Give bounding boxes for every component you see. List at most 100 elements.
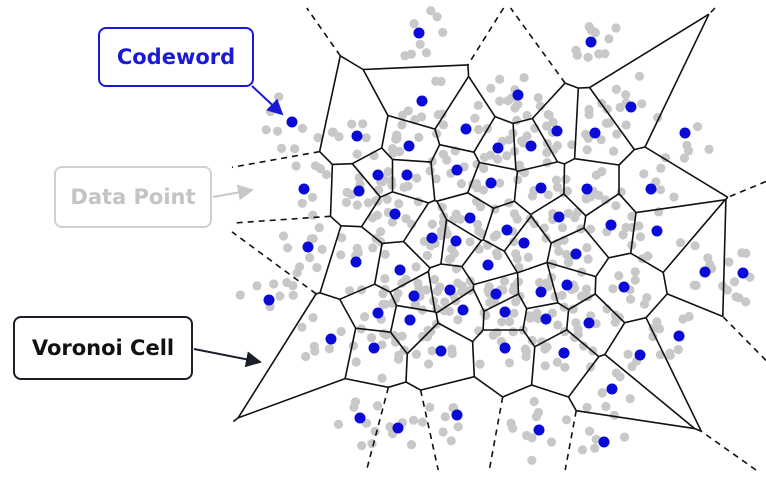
cell-edge [319, 292, 340, 301]
data-point [465, 237, 475, 247]
cell-edge [725, 196, 729, 200]
cell-edge [472, 288, 485, 312]
codeword-point [499, 306, 511, 318]
cell-edge [340, 225, 362, 228]
data-point [602, 104, 612, 114]
data-point [502, 151, 512, 161]
codeword-point [286, 116, 298, 128]
cell-edge [361, 226, 383, 245]
cell-edge [517, 293, 528, 309]
data-point [675, 238, 686, 248]
data-point [561, 174, 571, 184]
data-point [601, 401, 611, 412]
data-point [447, 244, 457, 254]
cell-edge [339, 55, 364, 71]
data-point [634, 71, 645, 81]
codeword-point [485, 177, 497, 189]
codeword-point [302, 241, 314, 253]
cell-edge [389, 270, 429, 293]
data-point [486, 83, 496, 93]
codeword-point [585, 36, 597, 48]
data-point [602, 304, 612, 314]
data-point [673, 344, 683, 355]
codeword-point [634, 349, 646, 361]
cell-edge [546, 261, 597, 278]
data-point [390, 337, 401, 347]
data-point [415, 39, 425, 50]
data-point-arrow [212, 184, 254, 201]
cell-edge [344, 328, 357, 379]
cell-edge [645, 293, 668, 319]
cell-edge [513, 200, 532, 216]
data-point [497, 317, 507, 327]
codeword-point [450, 235, 462, 247]
cell-edge [564, 157, 575, 165]
data-point [437, 109, 447, 119]
data-point [488, 330, 498, 340]
cell-edge [429, 263, 442, 269]
data-point [283, 243, 293, 253]
data-point [552, 182, 563, 192]
cell-edge [231, 417, 239, 424]
data-point [594, 49, 604, 59]
data-point [493, 154, 503, 164]
data-point [235, 290, 245, 300]
cell-edge [588, 87, 636, 151]
data-point [608, 284, 618, 294]
data-point [426, 6, 436, 16]
cell-edge [503, 250, 518, 273]
codeword-point [492, 142, 504, 154]
data-point [724, 257, 734, 267]
codeword-point [605, 219, 617, 231]
cell-edge [645, 317, 703, 432]
data-point [508, 286, 518, 296]
cell-edge [406, 322, 439, 355]
data-point [470, 113, 480, 123]
data-point [630, 267, 640, 277]
codeword-point [408, 290, 420, 302]
cell-edge [467, 192, 495, 209]
codeword-point [558, 347, 570, 359]
callout-arrows [193, 85, 284, 368]
data-point [609, 146, 619, 156]
codeword-point [263, 294, 275, 306]
codeword-point [535, 182, 547, 194]
cell-edge [389, 291, 398, 306]
data-point [690, 241, 700, 251]
data-point [313, 133, 323, 143]
data-point [560, 362, 570, 372]
data-point [438, 427, 448, 437]
cell-edge [382, 240, 404, 245]
data-point [590, 443, 600, 453]
data-point [432, 12, 442, 22]
data-point [307, 192, 318, 202]
cell-edge [515, 169, 518, 172]
data-point [431, 76, 441, 86]
codeword-point [645, 183, 657, 195]
cell-edge [402, 202, 430, 242]
codeword-point [444, 284, 456, 296]
cell-edge [644, 13, 710, 148]
data-point [582, 402, 592, 412]
data-point [336, 250, 346, 260]
data-point [499, 276, 510, 286]
data-point [656, 163, 666, 173]
data-point [453, 315, 463, 325]
codeword-callout: Codeword [98, 27, 254, 87]
cell-edge [700, 430, 757, 471]
cell-edge [546, 242, 552, 263]
data-point [309, 341, 319, 351]
cell-edge [351, 163, 382, 198]
cell-edge [427, 271, 436, 313]
data-point [529, 396, 539, 407]
data-point [535, 278, 545, 288]
data-point [619, 432, 630, 442]
data-point [527, 455, 537, 465]
data-point [503, 96, 513, 106]
cell-edge [509, 7, 566, 84]
codeword-point [351, 130, 363, 142]
data-point [509, 209, 520, 219]
data-point [546, 437, 557, 447]
data-point [439, 305, 449, 316]
